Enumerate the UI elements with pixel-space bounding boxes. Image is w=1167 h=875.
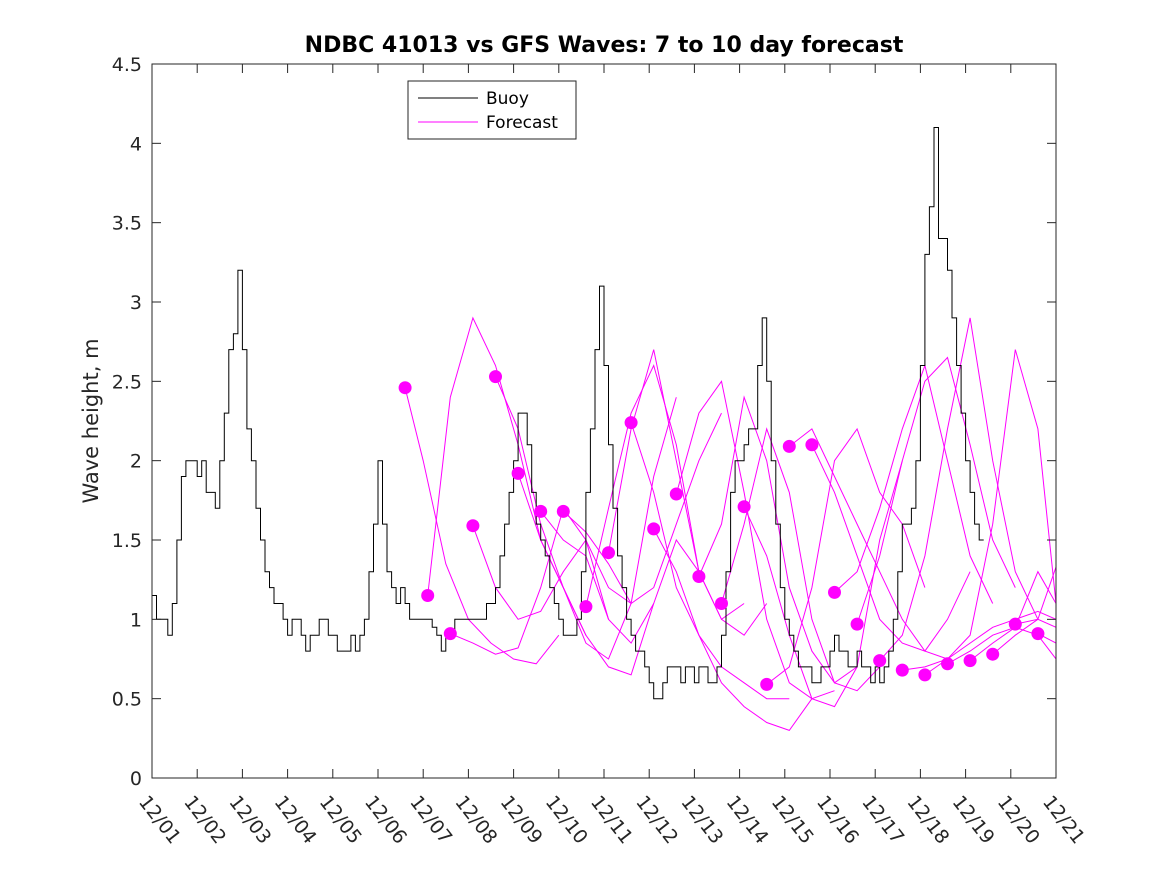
forecast-start-marker [556,504,570,518]
x-tick-label: 12/08 [450,792,501,849]
forecast-start-marker [489,370,502,384]
forecast-start-marker [1031,627,1045,641]
y-tick-label: 0.5 [112,689,142,711]
legend-forecast-label: Forecast [486,113,558,133]
forecast-start-marker [850,617,864,631]
x-tick-label: 12/21 [1038,792,1089,849]
forecast-start-marker [443,627,457,641]
x-tick-label: 12/02 [179,792,230,849]
forecast-start-marker [941,657,954,671]
forecast-line [743,460,903,708]
forecast-start-marker [624,416,638,430]
x-tick-label: 12/05 [315,792,366,849]
forecast-start-marker [963,654,977,668]
x-tick-label: 12/13 [676,792,727,849]
y-tick-label: 2.5 [112,371,142,393]
forecast-line [902,349,1056,671]
forecast-start-marker [669,487,683,501]
forecast-line [517,397,677,660]
x-tick-label: 12/17 [857,792,908,849]
forecast-start-marker [398,381,412,395]
forecast-line [495,376,655,676]
forecast-line [653,528,813,731]
x-tick-label: 12/09 [496,792,547,849]
forecast-line [472,525,632,620]
forecast-line [562,412,722,605]
forecast-start-marker [805,438,819,452]
x-tick-label: 12/04 [270,792,321,849]
forecast-line [992,566,1056,655]
y-tick-label: 4 [130,133,142,155]
forecast-line [856,356,1016,625]
forecast-start-marker [986,647,1000,661]
chart-title: NDBC 41013 vs GFS Waves: 7 to 10 day for… [305,33,904,58]
y-axis-label: Wave height, m [79,338,103,503]
x-tick-label: 12/10 [541,792,592,849]
x-tick-label: 12/14 [722,792,773,849]
forecast-line [404,387,560,665]
forecast-start-marker [828,585,841,599]
y-tick-label: 2 [130,451,142,473]
y-tick-label: 0 [130,768,142,790]
y-tick-label: 3 [130,292,142,314]
forecast-start-marker [647,522,661,536]
x-tick-label: 12/15 [767,792,818,849]
x-tick-label: 12/12 [631,792,682,849]
x-tick-label: 12/03 [224,792,275,849]
forecast-start-marker [579,600,593,614]
y-tick-label: 3.5 [112,213,142,235]
x-tick-label: 12/11 [586,792,637,849]
y-tick-label: 4.5 [112,54,142,76]
legend-buoy-label: Buoy [486,89,529,109]
forecast-start-marker [895,663,909,677]
forecast-line [879,317,1039,661]
forecast-line [450,507,609,655]
y-axis: 0 0.5 1 1.5 2 2.5 3 3.5 4 4.5 [112,54,1056,790]
x-tick-label: 12/06 [360,792,411,849]
forecast-start-marker [873,654,887,668]
forecast-line [788,428,948,660]
forecast-start-markers [398,370,1045,691]
x-tick-label: 12/16 [812,792,863,849]
forecast-start-marker [737,500,751,514]
forecast-start-marker [1008,617,1022,631]
forecast-line [608,349,768,636]
legend-box [407,80,577,140]
forecast-line [630,422,790,700]
forecast-line [1015,618,1056,628]
buoy-line [152,127,984,700]
x-tick-label: 12/20 [993,792,1044,849]
x-tick-label: 12/19 [948,792,999,849]
forecast-start-marker [918,668,932,682]
forecast-start-marker [511,466,525,480]
forecast-line [540,511,700,644]
forecast-start-marker [534,504,548,518]
x-tick-label: 12/07 [405,792,456,849]
forecast-start-marker [760,677,774,691]
legend: Buoy Forecast [407,80,577,140]
forecast-start-marker [602,546,615,560]
x-tick-label: 12/01 [134,792,185,849]
forecast-start-marker [692,570,706,583]
forecast-start-marker [421,589,435,602]
forecast-start-marker [466,519,480,533]
buoy-series-group [152,127,984,700]
forecast-start-marker [782,439,796,453]
forecast-line [766,427,926,685]
forecast-line [834,363,994,604]
y-tick-label: 1 [130,609,142,631]
forecast-line [675,380,835,700]
forecast-start-marker [715,597,728,610]
x-tick-label: 12/18 [902,792,953,849]
y-tick-label: 1.5 [112,530,142,552]
forecast-series-group [404,316,1056,731]
forecast-line [811,444,971,652]
